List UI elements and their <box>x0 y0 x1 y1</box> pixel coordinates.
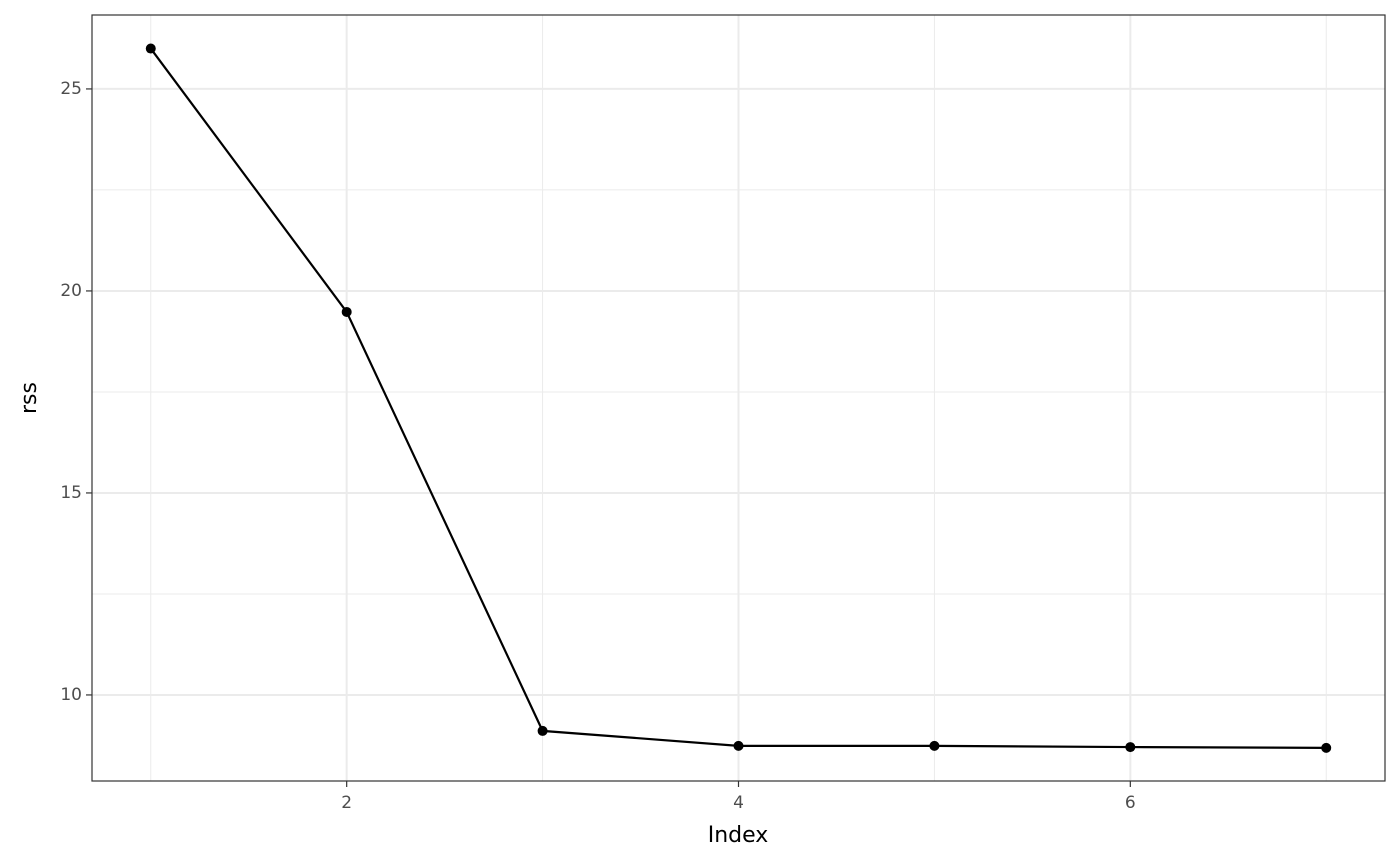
x-axis-title: Index <box>708 823 769 848</box>
point <box>341 306 352 317</box>
y-tick-label: 15 <box>60 483 82 503</box>
point <box>1321 742 1332 753</box>
point <box>733 740 744 751</box>
y-axis-title: rss <box>17 382 42 414</box>
point <box>1125 742 1136 753</box>
y-tick-label: 25 <box>60 79 82 99</box>
point <box>929 740 940 751</box>
point <box>537 725 548 736</box>
point <box>145 43 156 54</box>
x-tick-label: 4 <box>733 793 744 813</box>
y-tick-label: 10 <box>60 685 82 705</box>
x-tick-label: 2 <box>341 793 352 813</box>
y-tick-label: 20 <box>60 281 82 301</box>
x-tick-label: 6 <box>1125 793 1136 813</box>
